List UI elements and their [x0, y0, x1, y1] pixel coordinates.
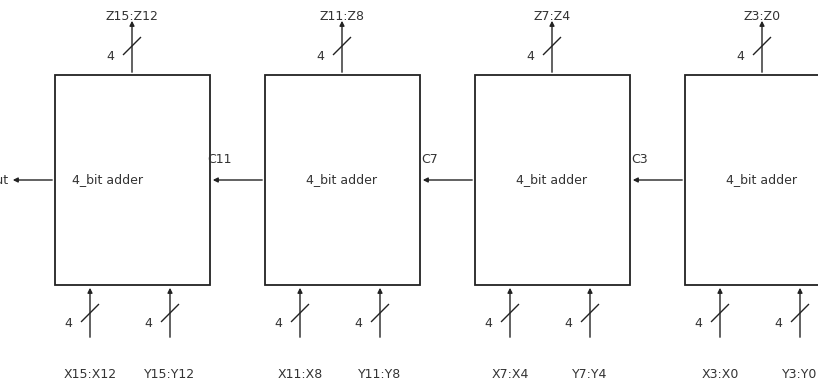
Text: C3: C3 — [631, 153, 649, 166]
Text: 4: 4 — [736, 50, 744, 63]
Text: Y11:Y8: Y11:Y8 — [358, 368, 402, 378]
Text: 4: 4 — [484, 317, 492, 330]
Text: 4: 4 — [274, 317, 282, 330]
Text: 4_bit adder: 4_bit adder — [71, 174, 142, 186]
Text: 4_bit adder: 4_bit adder — [726, 174, 798, 186]
Text: 4: 4 — [106, 50, 114, 63]
Text: X3:X0: X3:X0 — [701, 368, 739, 378]
Text: C11: C11 — [208, 153, 232, 166]
Text: 4: 4 — [64, 317, 72, 330]
Text: Z3:Z0: Z3:Z0 — [744, 10, 780, 23]
Text: 4: 4 — [316, 50, 324, 63]
Text: Cout: Cout — [0, 174, 8, 186]
Text: C7: C7 — [421, 153, 438, 166]
Text: X7:X4: X7:X4 — [492, 368, 528, 378]
Text: Z15:Z12: Z15:Z12 — [106, 10, 159, 23]
Text: 4_bit adder: 4_bit adder — [307, 174, 377, 186]
Text: 4: 4 — [774, 317, 782, 330]
Text: 4: 4 — [564, 317, 572, 330]
Text: 4: 4 — [694, 317, 702, 330]
Text: X15:X12: X15:X12 — [64, 368, 116, 378]
Bar — [475, 75, 630, 285]
Text: 4_bit adder: 4_bit adder — [516, 174, 587, 186]
Text: Y15:Y12: Y15:Y12 — [145, 368, 196, 378]
Text: X11:X8: X11:X8 — [277, 368, 322, 378]
Bar — [265, 75, 420, 285]
Text: 4: 4 — [144, 317, 152, 330]
Text: 4: 4 — [526, 50, 534, 63]
Text: Z11:Z8: Z11:Z8 — [320, 10, 365, 23]
Text: Z7:Z4: Z7:Z4 — [533, 10, 571, 23]
Bar — [685, 75, 818, 285]
Bar — [55, 75, 210, 285]
Text: Y3:Y0: Y3:Y0 — [782, 368, 818, 378]
Text: Y7:Y4: Y7:Y4 — [573, 368, 608, 378]
Text: 4: 4 — [354, 317, 362, 330]
